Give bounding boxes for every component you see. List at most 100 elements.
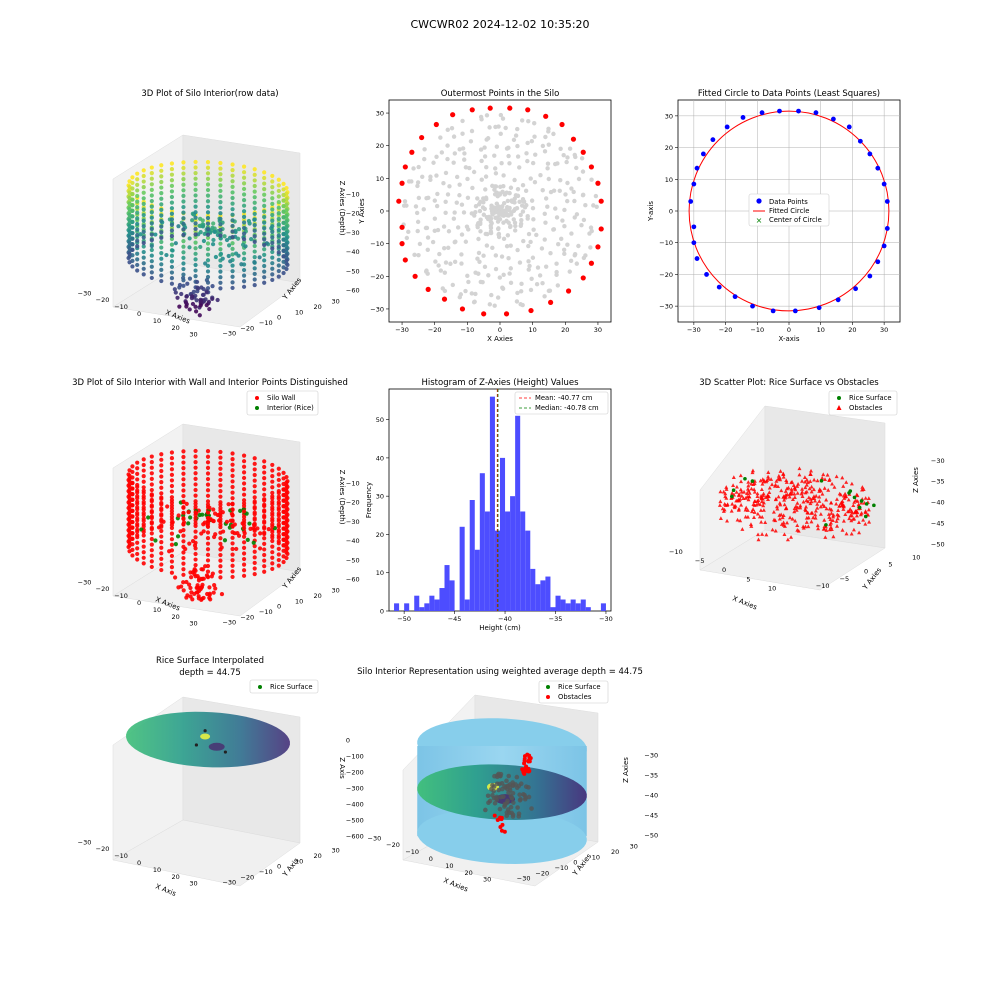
plot2-gray-point [471, 169, 477, 175]
plot1-point [159, 245, 164, 250]
plot1-point [193, 165, 198, 170]
plot7-x-tick: 20 [171, 873, 179, 881]
plot1-point [149, 238, 154, 243]
plot2-gray-point [520, 209, 526, 214]
plot1-point [135, 221, 140, 227]
plot2-gray-point [504, 243, 510, 249]
plot4-wall-point [205, 516, 211, 521]
plot6-obstacle-point [794, 508, 799, 512]
plot1-point [141, 266, 146, 271]
plot1-point [130, 231, 135, 236]
plot1-point [252, 266, 257, 271]
plot1-point [270, 212, 275, 218]
plot3-legend-circle: Fitted Circle [769, 207, 809, 215]
plot2-gray-point [568, 258, 574, 264]
plot4-wall-point [193, 535, 198, 540]
plot6-obstacle-point [834, 497, 839, 501]
plot2-gray-point [482, 145, 487, 150]
plot1-point [241, 284, 247, 289]
plot2-gray-point [523, 188, 529, 194]
plot6-obstacle-point [755, 511, 760, 516]
plot2-gray-point [404, 203, 409, 208]
plot1-point [210, 242, 216, 247]
plot6-obstacle-point [863, 521, 868, 526]
plot4-wall-point [276, 563, 281, 568]
plot2-gray-point [415, 180, 421, 185]
plot4-wall-point [230, 484, 235, 490]
plot2-gray-point [493, 266, 499, 272]
plot2-gray-point [571, 189, 576, 195]
plot4-z-tick: −20 [346, 499, 360, 507]
plot6-obstacle-point [756, 498, 761, 502]
plot2-gray-point [511, 217, 516, 222]
plot4-wall-point [173, 575, 178, 580]
plot2-gray-point [488, 219, 494, 224]
plot5-x-tick: −30 [599, 615, 613, 623]
plot1-point [205, 204, 211, 209]
plot1-point [164, 252, 169, 258]
plot6-obstacle-point [783, 489, 788, 493]
plot4-wall-point [241, 487, 247, 492]
plot6-obstacle-point [756, 501, 761, 506]
plot2-gray-point [492, 187, 497, 192]
plot5-bar [459, 526, 465, 611]
plot2-gray-point [528, 287, 534, 293]
plot4-wall-point [276, 546, 281, 551]
plot6-obstacle-point [795, 501, 800, 505]
plot2-gray-point [451, 160, 456, 165]
plot1-point [205, 227, 211, 232]
plot4-wall-point [193, 459, 198, 465]
plot5-bar [434, 599, 440, 611]
plot1-point [181, 199, 186, 204]
plot1-point [276, 188, 281, 194]
plot4-wall-point [141, 555, 146, 560]
plot1-point [193, 193, 198, 198]
plot1-y-tick: 30 [331, 298, 339, 306]
plot2-gray-point [459, 202, 465, 207]
plot6-obstacle-point [809, 489, 814, 494]
plot2-gray-point [430, 239, 436, 245]
plot1-point [262, 220, 267, 225]
plot6-obstacle-point [793, 504, 798, 508]
plot6-obstacle-point [820, 491, 825, 496]
plot1-point [262, 280, 267, 285]
plot1-point [198, 303, 203, 308]
plot4-wall-point [169, 455, 175, 461]
plot4-wall-point [281, 532, 286, 537]
plot1-point [193, 293, 198, 299]
plot1-point [276, 263, 281, 268]
plot4-wall-point [193, 493, 198, 498]
plot4-wall-point [169, 450, 175, 455]
plot1-point [218, 241, 223, 246]
plot3-y-tick: 30 [665, 112, 673, 120]
plot1-point [262, 181, 267, 186]
plot6-obstacle-point [804, 498, 809, 503]
plot4-wall-point [230, 569, 235, 574]
plot6-obstacle-point [815, 523, 820, 528]
plot1-point [149, 275, 154, 281]
plot3-data-point [710, 137, 716, 143]
plot1-point [141, 218, 146, 223]
plot2-gray-point [443, 170, 449, 176]
plot6-obstacle-point [718, 499, 723, 504]
plot6-x-tick: −5 [695, 557, 705, 565]
plot1-point [187, 245, 192, 250]
plot6-obstacle-point [759, 496, 764, 501]
plot1-point [252, 167, 257, 172]
plot-3d-rice-surface: Rice Surface Interpolated depth = 44.75 … [78, 656, 364, 898]
plot6-marks [717, 466, 876, 542]
plot4-wall-point [276, 539, 281, 544]
plot5-xlabel: Height (cm) [479, 624, 521, 632]
plot8-surface-point [487, 798, 493, 804]
plot2-gray-point [574, 261, 580, 266]
plot1-point [193, 257, 198, 262]
plot2-gray-point [533, 152, 538, 157]
plot6-obstacle-point [806, 524, 811, 529]
plot1-point [270, 272, 275, 277]
plot2-outermost-point [459, 306, 466, 312]
plot1-point [197, 216, 203, 221]
plot4-interior-point [173, 542, 178, 547]
plot2-gray-point [476, 271, 481, 276]
plot4-wall-point [262, 503, 267, 509]
